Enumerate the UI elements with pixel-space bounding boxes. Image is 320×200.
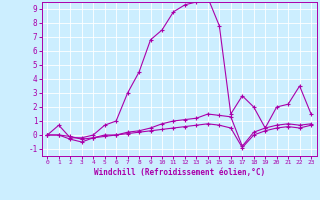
X-axis label: Windchill (Refroidissement éolien,°C): Windchill (Refroidissement éolien,°C) [94,168,265,177]
